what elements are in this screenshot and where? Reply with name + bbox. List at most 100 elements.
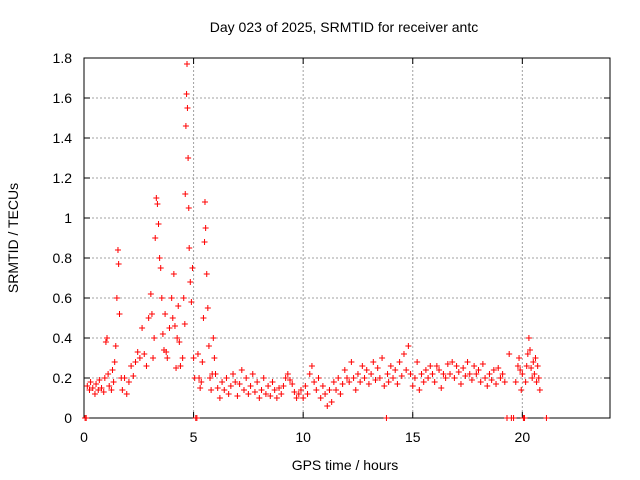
data-point	[453, 363, 460, 369]
data-point	[387, 363, 394, 369]
data-point	[429, 371, 436, 377]
data-point	[251, 389, 258, 395]
x-tick-label: 0	[80, 429, 88, 445]
data-point	[385, 379, 392, 385]
data-point	[368, 371, 375, 377]
data-point	[143, 363, 150, 369]
data-point	[374, 365, 381, 371]
data-point	[475, 367, 482, 373]
data-point	[207, 375, 214, 381]
y-tick-label: 0.2	[53, 370, 73, 386]
data-point	[530, 359, 537, 365]
data-point	[350, 375, 357, 381]
axis-ticks	[83, 57, 610, 419]
data-point	[464, 359, 471, 365]
data-point	[166, 325, 173, 331]
data-point	[164, 355, 171, 361]
data-point	[148, 311, 155, 317]
y-tick-label: 1.6	[53, 90, 73, 106]
data-point	[313, 387, 320, 393]
plot-frame	[83, 57, 611, 419]
data-point	[486, 371, 493, 377]
data-point	[104, 335, 111, 341]
data-point	[330, 379, 337, 385]
data-point	[527, 347, 534, 353]
data-point	[372, 377, 379, 383]
data-point	[171, 323, 178, 329]
data-point	[208, 387, 215, 393]
data-point	[86, 387, 93, 393]
data-point	[269, 379, 276, 385]
data-point	[418, 371, 425, 377]
data-point	[490, 367, 497, 373]
data-point	[535, 375, 542, 381]
data-point	[287, 377, 294, 383]
data-point	[245, 391, 252, 397]
data-point	[232, 379, 239, 385]
data-point	[518, 387, 525, 393]
data-point	[361, 375, 368, 381]
data-point	[108, 387, 115, 393]
data-point	[291, 389, 298, 395]
data-point	[466, 371, 473, 377]
data-point	[219, 379, 226, 385]
data-point	[493, 381, 500, 387]
data-point	[471, 363, 478, 369]
data-point	[317, 395, 324, 401]
data-point	[184, 61, 191, 67]
data-point	[326, 387, 333, 393]
data-point	[479, 361, 486, 367]
data-point	[157, 265, 164, 271]
grid-lines	[84, 58, 610, 418]
data-point	[176, 339, 183, 345]
data-point	[519, 371, 526, 377]
data-point	[254, 379, 261, 385]
data-point	[449, 359, 456, 365]
data-point	[197, 385, 204, 391]
x-tick-label: 20	[515, 429, 531, 445]
data-point	[422, 367, 429, 373]
data-point	[151, 335, 158, 341]
data-point	[223, 375, 230, 381]
data-point	[411, 375, 418, 381]
data-point	[247, 383, 254, 389]
data-point	[484, 383, 491, 389]
data-point	[183, 91, 190, 97]
data-point	[234, 393, 241, 399]
data-point	[175, 303, 182, 309]
data-point	[442, 375, 449, 381]
data-point	[132, 359, 139, 365]
data-point	[256, 395, 263, 401]
data-point	[214, 385, 221, 391]
data-point	[102, 339, 109, 345]
data-point	[495, 365, 502, 371]
data-point	[344, 375, 350, 381]
data-point	[98, 385, 105, 391]
data-point	[425, 375, 432, 381]
data-point	[262, 391, 269, 397]
data-point	[308, 363, 315, 369]
data-point	[482, 375, 489, 381]
data-point	[114, 247, 121, 253]
data-point	[529, 375, 536, 381]
y-tick-label: 1.4	[53, 130, 73, 146]
data-point	[543, 415, 550, 421]
data-point	[506, 351, 513, 357]
data-point	[265, 383, 272, 389]
data-point	[427, 363, 434, 369]
data-point	[431, 379, 438, 385]
data-point	[201, 199, 208, 205]
data-point	[444, 361, 451, 367]
data-point	[414, 359, 421, 365]
data-point	[205, 343, 212, 349]
data-point	[365, 381, 372, 387]
data-point	[230, 371, 237, 377]
data-point	[451, 375, 458, 381]
data-point	[524, 351, 531, 357]
data-point	[196, 375, 203, 381]
data-point	[225, 391, 232, 397]
data-point	[170, 271, 177, 277]
data-point	[420, 379, 427, 385]
data-point	[457, 381, 464, 387]
data-point	[462, 373, 469, 379]
